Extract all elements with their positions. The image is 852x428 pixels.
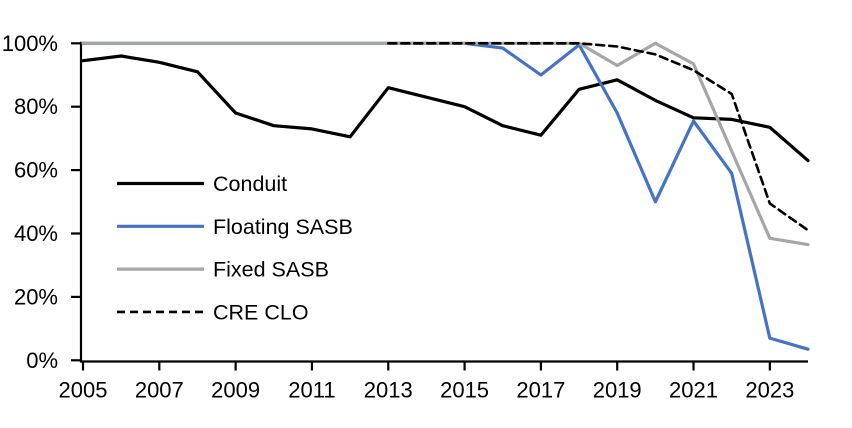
x-tick-label: 2021 (669, 378, 718, 403)
y-tick-label: 100% (2, 31, 58, 56)
series-line-conduit (81, 54, 810, 163)
x-tick-label: 2019 (593, 378, 642, 403)
legend-label-floating-sasb: Floating SASB (213, 215, 353, 239)
x-tick-label: 2011 (288, 378, 335, 403)
x-tick-label: 2017 (516, 378, 565, 403)
legend-label-conduit: Conduit (213, 172, 287, 196)
legend-label-fixed-sasb: Fixed SASB (213, 258, 329, 282)
y-tick-label: 80% (14, 94, 58, 119)
x-tick-label: 2007 (135, 378, 184, 403)
x-tick-label: 2023 (745, 378, 794, 403)
x-tick-label: 2015 (440, 378, 489, 403)
y-tick-label: 60% (14, 158, 58, 183)
y-tick-label: 40% (14, 221, 58, 246)
series-line-cre-clo (387, 42, 810, 232)
series-line-floating-sasb (81, 41, 810, 351)
legend-label-cre-clo: CRE CLO (213, 300, 309, 324)
y-tick-label: 0% (26, 348, 58, 373)
x-tick-label: 2013 (364, 378, 413, 403)
y-tick-label: 20% (14, 284, 58, 309)
x-tick-label: 2009 (211, 378, 260, 403)
x-tick-label: 2005 (59, 378, 108, 403)
